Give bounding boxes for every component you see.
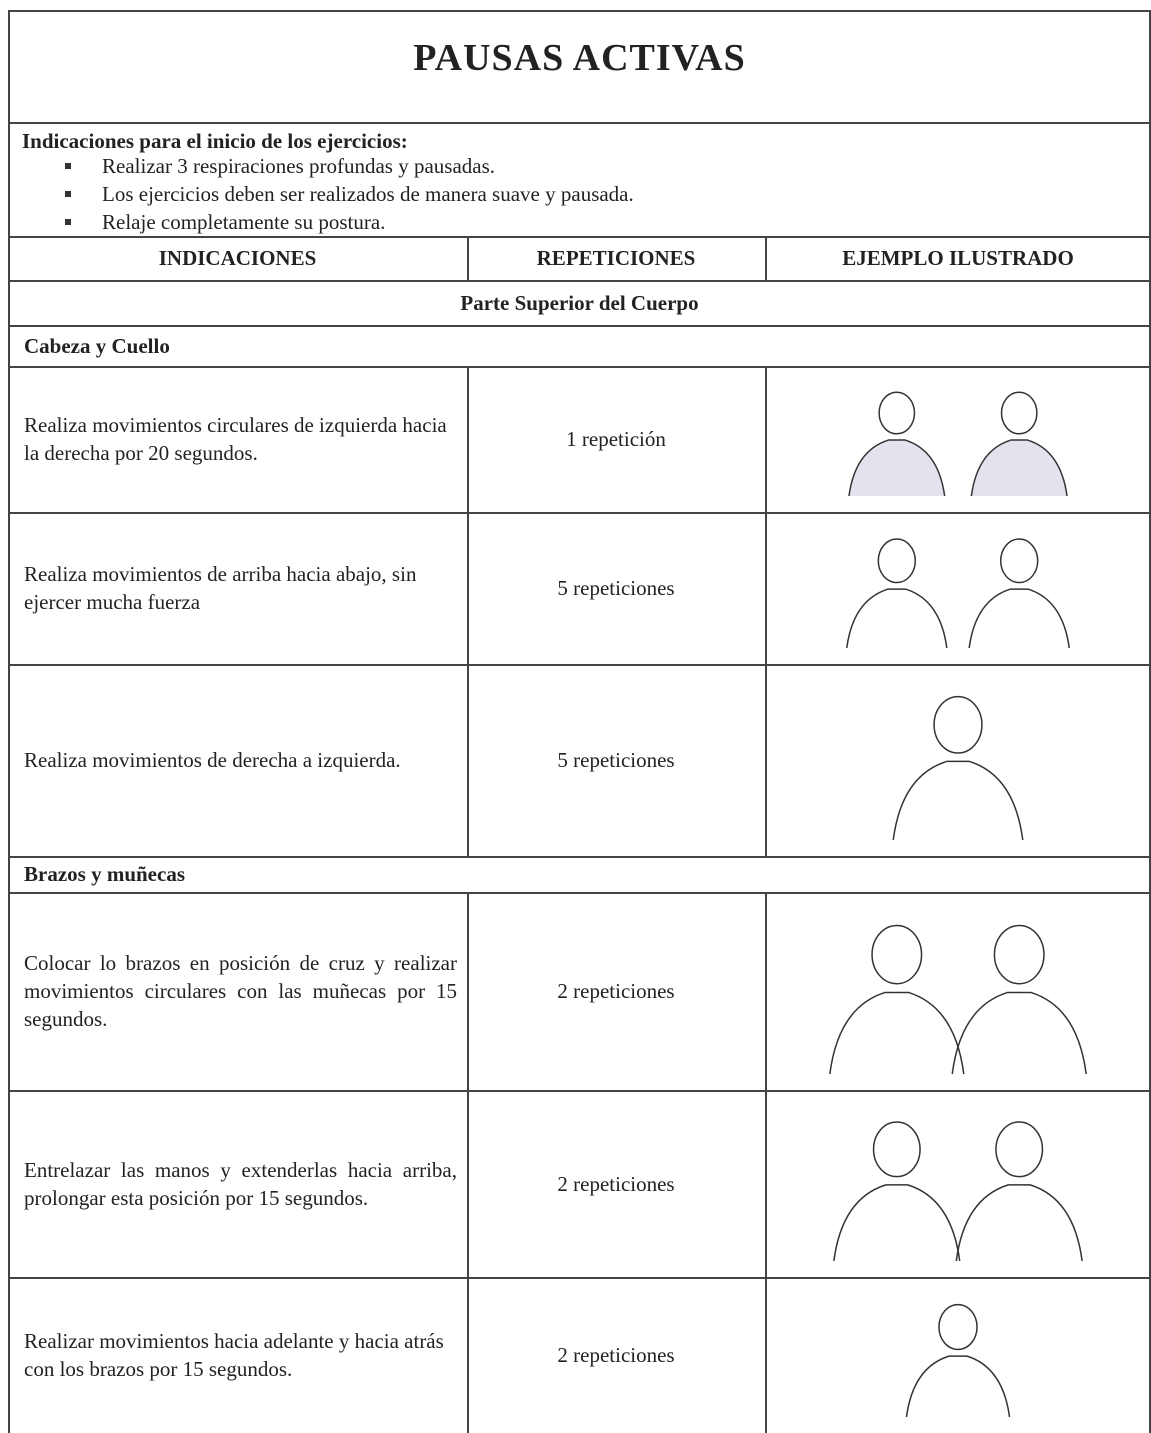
illustration bbox=[846, 538, 1070, 649]
bullet-item: Relaje completamente su postura. bbox=[64, 210, 386, 234]
rule bbox=[467, 366, 469, 512]
rule bbox=[8, 236, 1151, 238]
group-label: Brazos y muñecas bbox=[24, 862, 185, 886]
rule bbox=[8, 325, 1151, 327]
illustration bbox=[905, 1303, 1011, 1418]
indication: Entrelazar las manos y extenderlas hacia… bbox=[24, 1157, 457, 1210]
rule bbox=[765, 1090, 767, 1277]
rule bbox=[467, 236, 469, 280]
illustration bbox=[833, 1121, 1083, 1262]
rule bbox=[765, 1277, 767, 1433]
rule bbox=[8, 1277, 1151, 1279]
illustration bbox=[892, 695, 1024, 841]
repetitions: 2 repeticiones bbox=[557, 1171, 675, 1196]
repetitions: 1 repetición bbox=[566, 427, 666, 451]
group-label: Cabeza y Cuello bbox=[24, 333, 170, 358]
rule bbox=[8, 1090, 1151, 1092]
column-header: INDICACIONES bbox=[158, 246, 317, 270]
indication: Realiza movimientos de arriba hacia abaj… bbox=[24, 562, 417, 614]
rule bbox=[8, 664, 1151, 666]
rule bbox=[1149, 10, 1151, 1433]
rule bbox=[765, 512, 767, 664]
title: PAUSAS ACTIVAS bbox=[413, 37, 746, 79]
indication: Realizar movimientos hacia adelante y ha… bbox=[24, 1329, 444, 1381]
rule bbox=[8, 280, 1151, 282]
rule bbox=[467, 892, 469, 1090]
bullet-item: Realizar 3 respiraciones profundas y pau… bbox=[64, 154, 496, 178]
repetitions: 5 repeticiones bbox=[557, 576, 675, 600]
rule bbox=[467, 1277, 469, 1433]
column-header: REPETICIONES bbox=[536, 246, 696, 270]
rule bbox=[8, 856, 1151, 858]
instructions-heading: Indicaciones para el inicio de los ejerc… bbox=[22, 129, 408, 153]
rule bbox=[8, 892, 1151, 894]
illustration bbox=[848, 391, 1068, 497]
rule bbox=[467, 664, 469, 856]
repetitions: 2 repeticiones bbox=[557, 979, 675, 1003]
repetitions: 2 repeticiones bbox=[557, 1343, 675, 1367]
illustration bbox=[829, 924, 1087, 1075]
section-title: Parte Superior del Cuerpo bbox=[460, 290, 699, 315]
rule bbox=[8, 10, 10, 1433]
rule bbox=[765, 236, 767, 280]
column-header: EJEMPLO ILUSTRADO bbox=[842, 246, 1074, 270]
repetitions: 5 repeticiones bbox=[557, 748, 675, 772]
indication: Colocar lo brazos en posición de cruz y … bbox=[24, 951, 457, 1031]
rule bbox=[765, 892, 767, 1090]
rule bbox=[467, 512, 469, 664]
rule bbox=[765, 366, 767, 512]
bullet-item: Los ejercicios deben ser realizados de m… bbox=[65, 182, 634, 206]
rule bbox=[8, 366, 1151, 368]
indication: Realiza movimientos de derecha a izquier… bbox=[24, 748, 401, 772]
rule bbox=[8, 122, 1151, 124]
rule bbox=[8, 512, 1151, 514]
rule bbox=[467, 1090, 469, 1277]
rule bbox=[765, 664, 767, 856]
indication: Realiza movimientos circulares de izquie… bbox=[24, 413, 447, 465]
rule bbox=[8, 10, 1151, 12]
